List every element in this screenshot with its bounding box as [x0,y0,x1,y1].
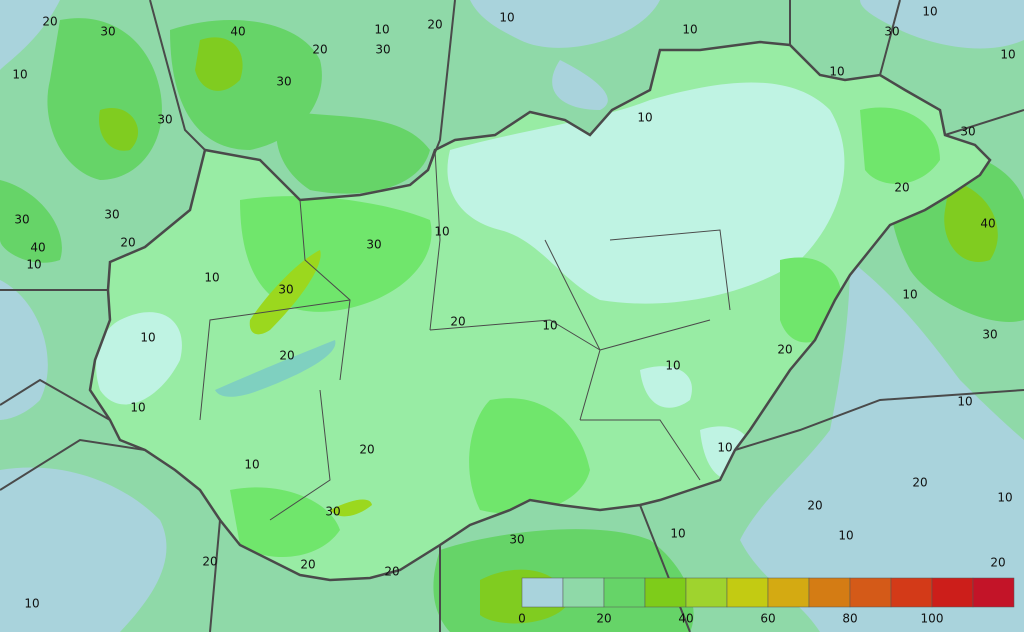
contour-label: 20 [990,556,1005,570]
contour-label: 10 [670,527,685,541]
contour-label: 20 [384,565,399,579]
legend-tick-label: 80 [842,612,857,626]
contour-label: 10 [997,491,1012,505]
legend-swatch [808,577,851,608]
legend: 0 20 40 60 80 100 [518,577,1015,626]
contour-label: 30 [157,113,172,127]
contour-label: 20 [279,349,294,363]
legend-swatch [767,577,810,608]
contour-label: 30 [104,208,119,222]
legend-swatch [890,577,933,608]
contour-label: 10 [374,23,389,37]
legend-swatch [931,577,974,608]
contour-label: 40 [30,241,45,255]
contour-label: 20 [300,558,315,572]
contour-label: 30 [325,505,340,519]
contour-label: 20 [777,343,792,357]
contour-label: 20 [894,181,909,195]
contour-label: 10 [838,529,853,543]
contour-label: 20 [450,315,465,329]
contour-label: 10 [637,111,652,125]
contour-label: 10 [130,401,145,415]
contour-label: 10 [26,258,41,272]
legend-swatch [644,577,687,608]
contour-label: 20 [359,443,374,457]
legend-tick-label: 0 [518,612,526,626]
contour-label: 30 [276,75,291,89]
contour-label: 20 [202,555,217,569]
legend-tick-label: 100 [921,612,944,626]
legend-swatch [562,577,605,608]
contour-label: 40 [980,217,995,231]
legend-swatch [521,577,564,608]
legend-swatch [726,577,769,608]
legend-tick-label: 40 [678,612,693,626]
contour-label: 30 [509,533,524,547]
contour-label: 20 [312,43,327,57]
legend-swatch [849,577,892,608]
legend-swatch [603,577,646,608]
contour-label: 10 [665,359,680,373]
legend-tick-label: 20 [596,612,611,626]
contour-label: 20 [912,476,927,490]
contour-label: 30 [14,213,29,227]
contour-label: 30 [278,283,293,297]
contour-label: 10 [957,395,972,409]
contour-label: 20 [807,499,822,513]
contour-label: 10 [829,65,844,79]
contour-label: 10 [12,68,27,82]
contour-label: 10 [1000,48,1015,62]
contour-label: 10 [204,271,219,285]
contour-label: 10 [24,597,39,611]
contour-label: 20 [42,15,57,29]
contour-label: 20 [120,236,135,250]
legend-swatch [972,577,1015,608]
contour-label: 20 [427,18,442,32]
contour-label: 40 [230,25,245,39]
contour-label: 10 [542,319,557,333]
contour-label: 10 [682,23,697,37]
contour-label: 30 [375,43,390,57]
contour-label: 10 [434,225,449,239]
contour-label: 30 [960,125,975,139]
legend-swatch [685,577,728,608]
contour-label: 10 [902,288,917,302]
legend-tick-label: 60 [760,612,775,626]
contour-label: 30 [982,328,997,342]
contour-label: 10 [499,11,514,25]
contour-label: 30 [366,238,381,252]
contour-label: 10 [244,458,259,472]
contour-label: 30 [884,25,899,39]
contour-label: 10 [922,5,937,19]
contour-label: 10 [140,331,155,345]
contour-label: 30 [100,25,115,39]
contour-label: 10 [717,441,732,455]
